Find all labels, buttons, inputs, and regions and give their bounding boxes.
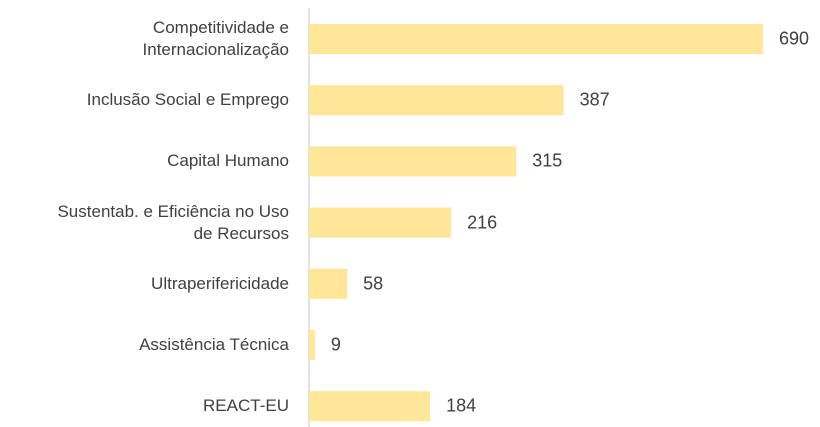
category-label: REACT-EU	[203, 396, 289, 416]
value-label: 58	[363, 273, 384, 294]
value-label: 216	[467, 212, 498, 233]
bar	[309, 268, 348, 299]
category-label: Sustentab. e Eficiência no Uso de Recurs…	[57, 201, 289, 243]
category-label: Competitividade e Internacionalização	[142, 18, 289, 59]
value-label: 184	[446, 395, 477, 416]
value-label: 315	[532, 150, 563, 171]
bar	[309, 207, 452, 238]
value-label: 387	[579, 89, 610, 110]
bar	[309, 330, 315, 360]
category-label: Assistência Técnica	[139, 335, 289, 354]
category-label: Ultraperifericidade	[151, 273, 289, 293]
bar	[309, 85, 564, 116]
category-label: Inclusão Social e Emprego	[86, 90, 289, 110]
bar	[309, 146, 517, 177]
value-label: 690	[779, 28, 810, 49]
value-label: 9	[330, 334, 341, 355]
bar	[309, 24, 763, 54]
category-label: Capital Humano	[167, 151, 289, 171]
bar	[309, 391, 431, 422]
